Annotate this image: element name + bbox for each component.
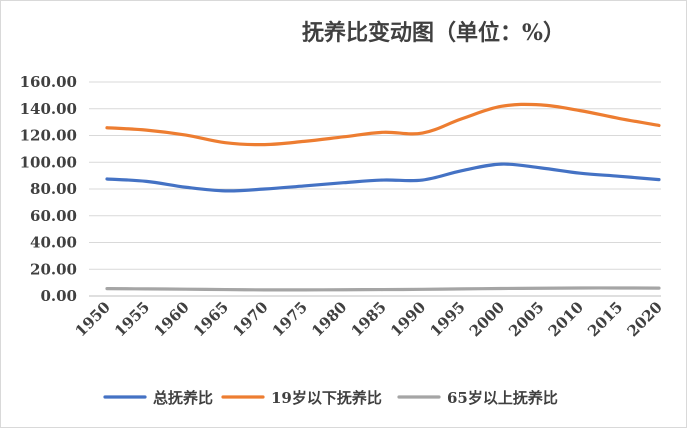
x-tick-label: 1950 bbox=[72, 298, 114, 340]
y-axis-ticks: 0.00 20.00 40.00 60.00 80.00 100.00 120.00 140.… bbox=[20, 73, 77, 305]
x-tick-label: 2020 bbox=[624, 298, 666, 340]
x-tick-label: 2005 bbox=[505, 298, 547, 340]
x-tick-label: 2000 bbox=[466, 298, 508, 340]
legend-label: 19岁以下抚养比 bbox=[271, 389, 382, 407]
y-tick-label: 160.00 bbox=[20, 73, 77, 91]
x-tick-label: 2010 bbox=[545, 298, 587, 340]
x-tick-label: 1960 bbox=[150, 298, 192, 340]
gridlines bbox=[89, 81, 661, 297]
series-line bbox=[105, 286, 661, 292]
x-tick-label: 1975 bbox=[269, 298, 311, 340]
y-tick-label: 60.00 bbox=[30, 207, 77, 225]
y-tick-label: 20.00 bbox=[30, 260, 77, 278]
x-tick-label: 1995 bbox=[426, 298, 468, 340]
legend-label: 65岁以上抚养比 bbox=[447, 389, 558, 407]
x-tick-label: 1985 bbox=[348, 298, 390, 340]
y-tick-label: 100.00 bbox=[20, 153, 77, 171]
y-tick-label: 140.00 bbox=[20, 100, 77, 118]
legend-label: 总抚养比 bbox=[153, 389, 213, 407]
series-line bbox=[105, 162, 661, 193]
x-tick-label: 1980 bbox=[308, 298, 350, 340]
x-tick-label: 1965 bbox=[190, 298, 232, 340]
y-tick-label: 40.00 bbox=[30, 234, 77, 252]
legend: 总抚养比 19岁以下抚养比 65岁以上抚养比 bbox=[103, 389, 558, 407]
x-tick-label: 1970 bbox=[229, 298, 271, 340]
x-tick-label: 1990 bbox=[387, 298, 429, 340]
chart-title: 抚养比变动图（单位：%） bbox=[302, 20, 565, 46]
series-line bbox=[105, 102, 661, 147]
x-tick-label: 1955 bbox=[111, 298, 153, 340]
y-tick-label: 80.00 bbox=[30, 180, 77, 198]
series-lines bbox=[105, 102, 661, 292]
y-tick-label: 120.00 bbox=[20, 127, 77, 145]
y-tick-label: 0.00 bbox=[40, 287, 77, 305]
x-tick-label: 2015 bbox=[584, 298, 626, 340]
x-axis-ticks: 1950195519601965197019751980198519901995… bbox=[72, 298, 666, 340]
